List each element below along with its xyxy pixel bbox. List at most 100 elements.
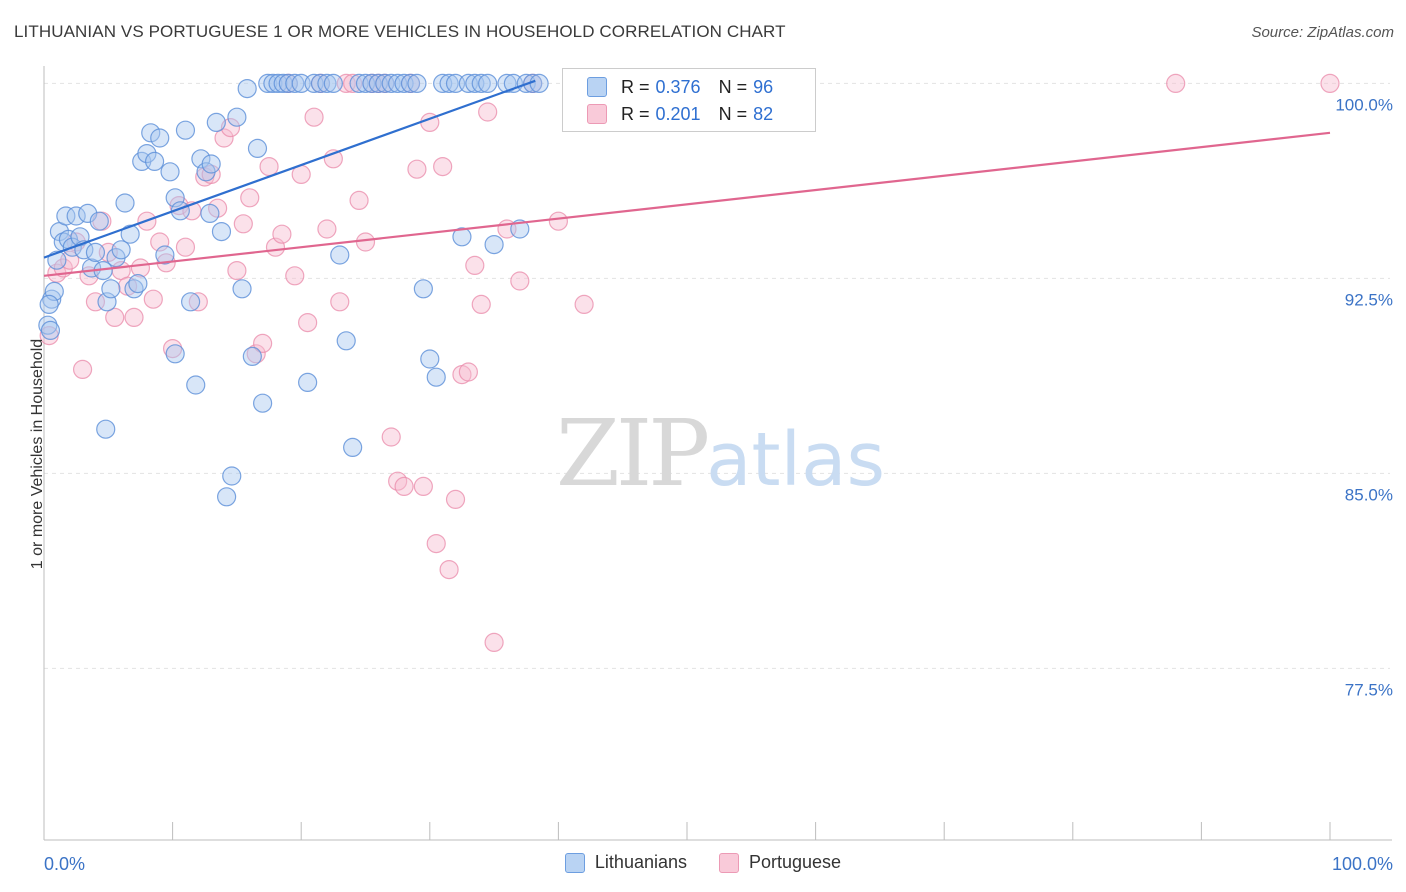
lithuanians-point xyxy=(115,193,135,213)
portuguese-point xyxy=(233,214,253,234)
portuguese-point xyxy=(394,476,414,496)
portuguese-point xyxy=(72,359,93,379)
lithuanians-point xyxy=(336,331,356,351)
portuguese-point xyxy=(272,224,292,244)
lithuanians-point xyxy=(141,123,161,143)
portuguese-point xyxy=(143,289,163,309)
lithuanians-point xyxy=(298,372,318,392)
r-value: 0.201 xyxy=(655,103,701,124)
lithuanians-point xyxy=(227,107,247,127)
portuguese-point xyxy=(413,476,433,496)
portuguese-point xyxy=(214,128,234,148)
lithuanians-point xyxy=(439,73,459,94)
lithuanians-point xyxy=(165,344,185,364)
lithuanians-point xyxy=(128,274,148,294)
lithuanians-point xyxy=(232,279,252,299)
lithuanians-point xyxy=(181,292,201,312)
lithuanians-point xyxy=(217,487,237,507)
portuguese-point xyxy=(407,159,427,179)
lithuanians-swatch xyxy=(564,852,585,873)
portuguese-point xyxy=(124,307,144,327)
legend-row-portuguese: R = 0.201 N = 82 xyxy=(587,102,773,126)
legend-label: Lithuanians xyxy=(594,852,687,872)
lithuanians-point xyxy=(263,73,283,94)
lithuanians-point xyxy=(400,73,421,94)
portuguese-point xyxy=(304,107,324,127)
y-tick-label: 85.0% xyxy=(1345,485,1393,504)
lithuanians-point xyxy=(247,138,268,158)
r-value: 0.376 xyxy=(655,76,701,97)
portuguese-point xyxy=(85,292,106,312)
lithuanians-point xyxy=(258,73,278,94)
portuguese-point xyxy=(298,313,318,333)
legend-item-lithuanians[interactable]: Lithuanians xyxy=(564,852,687,873)
lithuanians-point xyxy=(471,73,491,94)
lithuanians-point xyxy=(523,73,543,94)
lithuanians-point xyxy=(478,73,498,94)
lithuanians-swatch xyxy=(587,77,607,97)
lithuanians-point xyxy=(317,73,337,94)
lithuanians-point xyxy=(343,437,363,457)
n-label: N = xyxy=(718,76,748,97)
watermark-zip: ZIP xyxy=(556,400,710,507)
lithuanians-point xyxy=(81,258,102,278)
portuguese-point xyxy=(285,266,305,286)
lithuanians-point xyxy=(211,222,232,242)
lithuanians-point xyxy=(150,128,170,148)
y-tick-label: 100.0% xyxy=(1335,95,1393,114)
trend-lines xyxy=(43,79,1331,277)
lithuanians-point xyxy=(268,73,288,94)
legend-item-portuguese[interactable]: Portuguese xyxy=(719,852,841,873)
portuguese-point xyxy=(1166,73,1186,94)
lithuanians-point xyxy=(111,240,131,260)
portuguese-point xyxy=(163,339,183,359)
lithuanians-point xyxy=(407,73,427,94)
lithuanians-point xyxy=(124,279,144,299)
watermark: ZIPatlas xyxy=(556,400,885,507)
lithuanians-point xyxy=(137,144,157,164)
lithuanians-point xyxy=(144,151,165,171)
gridlines xyxy=(44,82,1390,669)
portuguese-point xyxy=(388,471,408,491)
portuguese-point xyxy=(349,190,369,210)
lithuanians-point xyxy=(237,78,257,99)
lithuanians-point xyxy=(323,73,343,94)
lithuanians-point xyxy=(497,73,517,94)
lithuanians-point xyxy=(38,315,58,335)
lithuanians-point xyxy=(222,466,242,486)
portuguese-point xyxy=(433,157,453,177)
portuguese-point xyxy=(317,219,337,239)
lithuanians-points xyxy=(38,73,549,507)
lithuanians-point xyxy=(529,73,549,94)
portuguese-point xyxy=(381,427,401,447)
lithuanians-point xyxy=(510,219,530,239)
lithuanians-point xyxy=(206,112,226,133)
lithuanians-point xyxy=(89,211,109,231)
portuguese-point xyxy=(439,559,459,580)
lithuanians-point xyxy=(78,203,98,223)
source-label: Source: ZipAtlas.com xyxy=(1251,24,1394,41)
lithuanians-point xyxy=(42,289,62,309)
portuguese-point xyxy=(201,164,221,184)
portuguese-point xyxy=(510,271,530,291)
lithuanians-point xyxy=(420,349,440,369)
portuguese-point xyxy=(130,258,151,278)
portuguese-point xyxy=(227,261,247,281)
portuguese-point xyxy=(458,362,478,382)
lithuanians-point xyxy=(40,320,61,340)
portuguese-trend-line xyxy=(43,131,1331,277)
lithuanians-point xyxy=(120,224,140,244)
portuguese-point xyxy=(175,237,196,257)
n-label: N = xyxy=(718,103,748,124)
portuguese-point xyxy=(574,294,594,314)
chart-title: LITHUANIAN VS PORTUGUESE 1 OR MORE VEHIC… xyxy=(14,22,786,41)
lithuanians-point xyxy=(155,245,175,265)
r-label: R = xyxy=(621,103,650,124)
y-tick-label: 77.5% xyxy=(1345,680,1393,699)
lithuanians-point xyxy=(66,206,86,226)
portuguese-swatch xyxy=(587,104,607,124)
lithuanians-point xyxy=(242,346,262,366)
portuguese-points xyxy=(39,73,1340,653)
portuguese-point xyxy=(548,211,569,231)
n-value: 82 xyxy=(753,103,774,124)
